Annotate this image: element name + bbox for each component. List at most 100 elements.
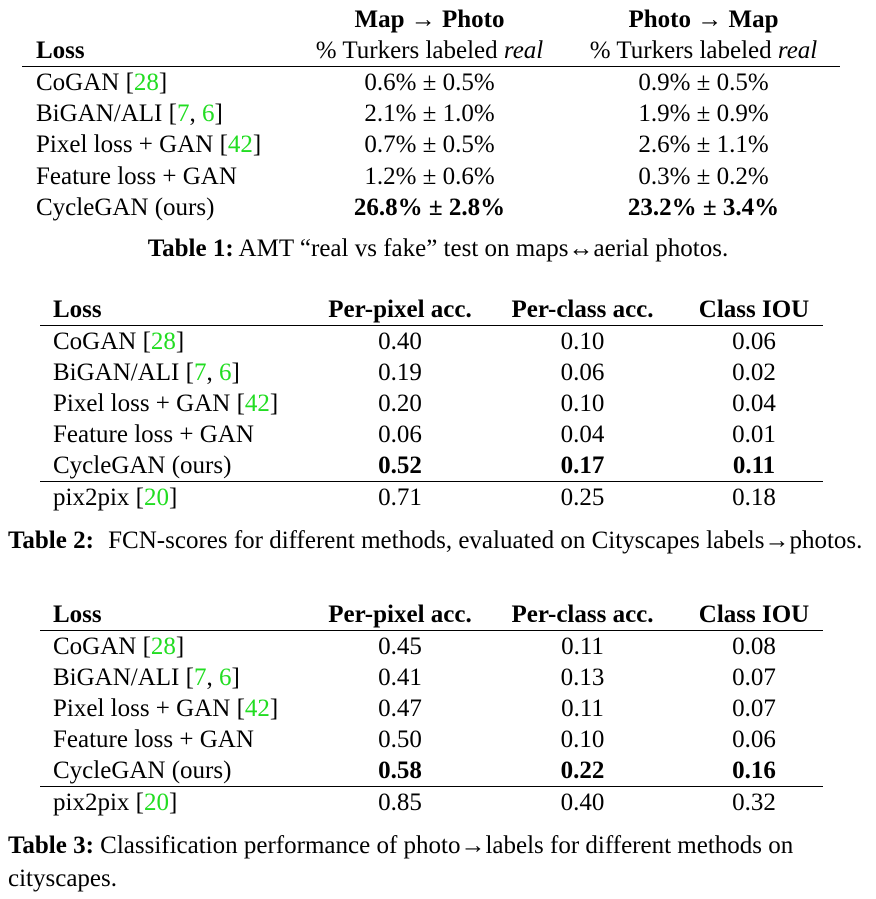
- method-cell: Pixel loss + GAN [42]: [53, 695, 279, 722]
- header-class-iou: Class IOU: [685, 599, 823, 631]
- citation-link[interactable]: 7: [193, 664, 207, 691]
- method-cell: Feature loss + GAN: [53, 726, 254, 753]
- value-cell: 0.06: [378, 421, 422, 448]
- method-cell: pix2pix [20]: [53, 789, 178, 816]
- table-row: Pixel loss + GAN [42] 0.47 0.11 0.07: [40, 693, 823, 724]
- value-cell: 0.06: [560, 359, 605, 386]
- value-cell: 2.1% ± 1.0%: [364, 100, 495, 128]
- table-1-caption: Table 1: AMT “real vs fake” test on maps…: [0, 232, 876, 265]
- method-cell: CycleGAN (ours): [40, 450, 320, 482]
- value-cell: 0.45: [378, 633, 422, 660]
- value-cell: 0.71: [378, 484, 422, 511]
- method-cell: CoGAN [28]: [53, 328, 185, 355]
- value-cell: 0.19: [378, 359, 422, 386]
- value-cell: 0.25: [560, 484, 605, 511]
- value-cell: 0.11: [561, 695, 604, 722]
- table-row: CoGAN [28] 0.6% ± 0.5% 0.9% ± 0.5%: [22, 67, 840, 99]
- subheader-turkers-2: % Turkers labeled real: [567, 35, 840, 67]
- value-cell-best: 23.2% ± 3.4%: [627, 193, 780, 221]
- caption-text: FCN-scores for different methods, evalua…: [108, 527, 863, 554]
- value-cell: 1.9% ± 0.9%: [638, 100, 769, 128]
- table-2-caption: Table 2: FCN-scores for different method…: [8, 524, 865, 557]
- value-cell: 0.18: [732, 484, 776, 511]
- value-cell: 0.10: [560, 390, 605, 417]
- citation-link[interactable]: 42: [244, 390, 270, 417]
- citation-link[interactable]: 42: [227, 131, 253, 159]
- value-cell: 0.07: [732, 695, 776, 722]
- value-cell-best: 0.58: [320, 755, 480, 787]
- citation-link[interactable]: 6: [218, 359, 232, 386]
- citation-link[interactable]: 20: [143, 789, 169, 816]
- citation-link[interactable]: 6: [201, 100, 215, 128]
- table-row: BiGAN/ALI [7, 6] 0.41 0.13 0.07: [40, 662, 823, 693]
- value-cell-best: 0.16: [685, 755, 823, 787]
- value-cell-best: 0.17: [480, 450, 685, 482]
- value-cell: 0.6% ± 0.5%: [364, 69, 495, 96]
- value-cell: 0.10: [560, 726, 605, 753]
- value-cell: 0.06: [732, 726, 776, 753]
- value-cell: 0.3% ± 0.2%: [638, 162, 769, 190]
- method-cell: BiGAN/ALI [7, 6]: [53, 359, 240, 386]
- method-cell: BiGAN/ALI [7, 6]: [36, 100, 223, 128]
- table-row: Feature loss + GAN 0.50 0.10 0.06: [40, 724, 823, 755]
- table-row: Feature loss + GAN 0.06 0.04 0.01: [40, 419, 823, 450]
- citation-link[interactable]: 28: [150, 633, 176, 660]
- header-photo-to-map: Photo → Map: [628, 6, 779, 33]
- value-cell: 0.40: [560, 789, 605, 816]
- caption-label: Table 3:: [8, 832, 94, 859]
- method-cell: CoGAN [28]: [36, 69, 168, 96]
- subheader-turkers-1: % Turkers labeled real: [292, 35, 567, 67]
- table-row: Pixel loss + GAN [42] 0.7% ± 0.5% 2.6% ±…: [22, 129, 840, 160]
- value-cell-best: 0.22: [480, 755, 685, 787]
- citation-link[interactable]: 28: [133, 69, 159, 96]
- citation-link[interactable]: 7: [193, 359, 207, 386]
- caption-label: Table 1:: [147, 235, 234, 262]
- table-1: Map → Photo Photo → Map Loss % Turkers l…: [22, 4, 840, 223]
- method-cell: CycleGAN (ours): [40, 755, 320, 787]
- table-row: Feature loss + GAN 1.2% ± 0.6% 0.3% ± 0.…: [22, 161, 840, 192]
- citation-link[interactable]: 28: [150, 328, 176, 355]
- value-cell: 0.85: [378, 789, 422, 816]
- value-cell: 0.01: [732, 421, 776, 448]
- caption-text: Classification performance of photo→labe…: [8, 832, 794, 892]
- method-cell: Feature loss + GAN: [53, 421, 254, 448]
- method-cell: Feature loss + GAN: [36, 162, 237, 190]
- table-2: Loss Per-pixel acc. Per-class acc. Class…: [40, 294, 823, 513]
- header-loss: Loss: [22, 35, 292, 67]
- value-cell: 1.2% ± 0.6%: [364, 162, 495, 190]
- value-cell: 0.7% ± 0.5%: [364, 131, 495, 159]
- header-loss: Loss: [40, 294, 320, 326]
- table-1-corner: [22, 4, 292, 35]
- header-loss: Loss: [40, 599, 320, 631]
- value-cell: 0.04: [732, 390, 776, 417]
- method-cell: CycleGAN (ours): [36, 193, 215, 221]
- citation-link[interactable]: 42: [244, 695, 270, 722]
- table-row: BiGAN/ALI [7, 6] 2.1% ± 1.0% 1.9% ± 0.9%: [22, 98, 840, 129]
- citation-link[interactable]: 20: [143, 484, 169, 511]
- value-cell: 2.6% ± 1.1%: [638, 131, 769, 159]
- header-class-iou: Class IOU: [685, 294, 823, 326]
- caption-text: AMT “real vs fake” test on maps↔aerial p…: [238, 235, 729, 262]
- citation-link[interactable]: 6: [218, 664, 232, 691]
- value-cell: 0.20: [378, 390, 422, 417]
- method-cell: Pixel loss + GAN [42]: [36, 131, 262, 159]
- value-cell-best: 0.11: [685, 450, 823, 482]
- citation-link[interactable]: 7: [176, 100, 190, 128]
- table-row: CycleGAN (ours) 0.52 0.17 0.11: [40, 450, 823, 482]
- value-cell: 0.9% ± 0.5%: [638, 69, 769, 96]
- value-cell: 0.07: [732, 664, 776, 691]
- method-cell: BiGAN/ALI [7, 6]: [53, 664, 240, 691]
- table-row: CycleGAN (ours) 0.58 0.22 0.16: [40, 755, 823, 787]
- value-cell: 0.04: [560, 421, 605, 448]
- value-cell: 0.06: [732, 328, 776, 355]
- value-cell-best: 0.52: [320, 450, 480, 482]
- value-cell: 0.08: [732, 633, 776, 660]
- table-row: CoGAN [28] 0.40 0.10 0.06: [40, 326, 823, 358]
- value-cell: 0.13: [560, 664, 605, 691]
- header-per-class-acc: Per-class acc.: [480, 599, 685, 631]
- method-cell: pix2pix [20]: [53, 484, 178, 511]
- value-cell: 0.40: [378, 328, 422, 355]
- value-cell: 0.10: [560, 328, 605, 355]
- value-cell-best: 26.8% ± 2.8%: [353, 193, 506, 221]
- table-row: CycleGAN (ours) 26.8% ± 2.8% 23.2% ± 3.4…: [22, 192, 840, 223]
